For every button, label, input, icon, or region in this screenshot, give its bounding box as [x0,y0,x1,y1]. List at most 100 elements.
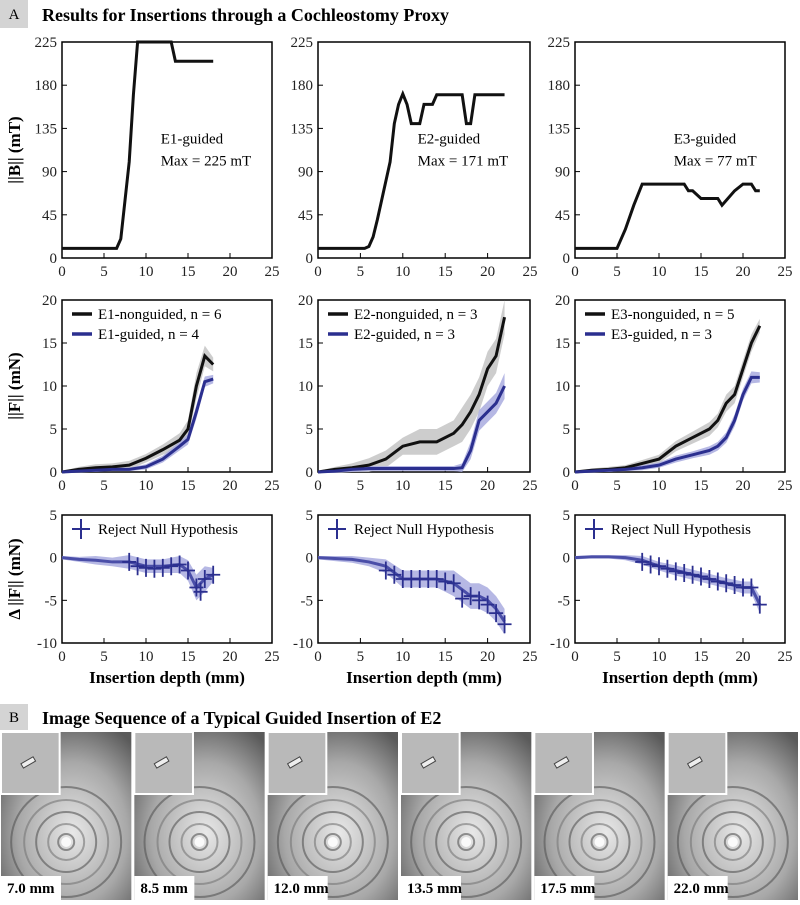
data-line [61,352,215,474]
x-tick-label: 0 [571,478,579,494]
x-tick-label: 10 [652,649,667,665]
y-tick-label: 15 [42,336,57,352]
data-line [318,89,505,250]
cross-marker [727,575,742,594]
error-band [575,371,760,473]
cochlea-ring [556,799,643,885]
legend-label: Reject Null Hypothesis [611,522,751,538]
x-tick-label: 0 [314,264,322,280]
x-tick-label: 25 [523,264,538,280]
x-tick-label: 5 [613,478,621,494]
cochlea-ring [156,799,243,885]
plot-frame [317,41,531,259]
y-tick-label: 225 [548,35,571,51]
cochlea-ring [10,786,123,898]
y-tick-label: 45 [42,208,57,224]
data-line [574,375,760,474]
x-tick-label: 0 [314,649,322,665]
cochlea-center [327,837,338,847]
y-tick-label: 225 [291,35,314,51]
x-tick-label: 15 [181,649,196,665]
x-tick-label: 25 [778,264,793,280]
image-caption: 12.0 mm [274,881,329,897]
cross-marker [497,615,512,634]
caption-box [134,876,195,900]
x-tick-label: 20 [223,264,238,280]
cochlea-ring [723,833,742,851]
error-band [318,555,505,635]
x-tick-label: 15 [694,649,709,665]
image-frame: 7.0 mm [0,731,132,900]
cross-marker [181,561,195,580]
y-tick-label: -10 [550,636,570,652]
panel-label-box [0,0,28,28]
cochlea-ring [568,811,631,873]
chart: 0 5 10 15 20 25 0 45 90 135 180 225 ||B|| (mT) E1-gui… [5,35,280,280]
y-tick-label: 225 [35,35,58,51]
y-tick-label: 20 [555,293,570,309]
cross-marker [668,562,683,581]
chart: 0 5 10 15 20 25 0 5 10 15 20 E3-nonguided, n = 5 E3-… [555,293,793,494]
x-tick-label: 5 [100,478,108,494]
x-tick-label: 0 [571,649,579,665]
y-tick-label: 5 [50,422,58,438]
image-caption: 17.5 mm [540,881,595,897]
legend-swatch [72,519,90,539]
y-tick-label: -5 [45,593,58,609]
x-tick-label: 20 [480,649,495,665]
cross-marker [643,555,658,574]
cochlea-ring [543,786,656,898]
x-tick-label: 0 [314,478,322,494]
plot-frame [317,514,531,644]
cross-marker [130,557,145,576]
image-frame: 13.5 mm [400,731,532,900]
legend-label: E3-guided, n = 3 [611,327,712,343]
cross-marker [677,564,692,583]
x-tick-label: 10 [139,649,154,665]
y-tick-label: -5 [301,593,314,609]
cross-marker [480,595,495,614]
legend-swatch [585,519,603,539]
x-tick-label: 5 [100,264,108,280]
chart: 0 5 10 15 20 25 -10 -5 0 5 Insertion depth (mm) Rej… [550,508,793,687]
x-tick-label: 5 [357,478,365,494]
legend-label: E2-nonguided, n = 3 [354,307,477,323]
cochlea-ring [676,786,789,898]
x-tick-label: 20 [223,649,238,665]
cochlea-ring [423,799,510,885]
cochlea-ring [457,833,476,851]
y-tick-label: 15 [555,336,570,352]
cochlea-ring [180,823,219,861]
y-tick-label: -5 [558,593,571,609]
image-frame: 22.0 mm [666,731,798,900]
plot-frame [574,514,786,644]
legend-label: E2-guided, n = 3 [354,327,455,343]
y-tick-label: 135 [291,121,314,137]
x-tick-label: 25 [265,649,280,665]
cross-marker [463,587,478,606]
x-axis-label: Insertion depth (mm) [346,668,502,687]
y-tick-label: 45 [555,208,570,224]
y-tick-label: 10 [298,379,313,395]
cochlea-ring [435,811,498,873]
x-tick-label: 15 [438,649,453,665]
cross-marker [744,578,759,597]
cochlea-ring [410,786,523,898]
cochlea-ring [143,786,256,898]
cross-marker [660,559,675,578]
annotation: Max = 77 mT [674,154,757,170]
y-tick-label: 180 [35,78,58,94]
y-tick-label: 5 [306,508,314,524]
cochlea-ring [23,799,110,885]
y-tick-label: 180 [548,78,571,94]
x-tick-label: 15 [694,264,709,280]
electrode [20,756,37,769]
cochlea-ring [289,799,376,885]
plot-frame [61,41,273,259]
x-tick-label: 25 [778,478,793,494]
caption-box [1,876,61,900]
cross-marker [752,595,767,614]
y-tick-label: 0 [563,465,571,481]
image-frame: 8.5 mm [133,731,265,900]
